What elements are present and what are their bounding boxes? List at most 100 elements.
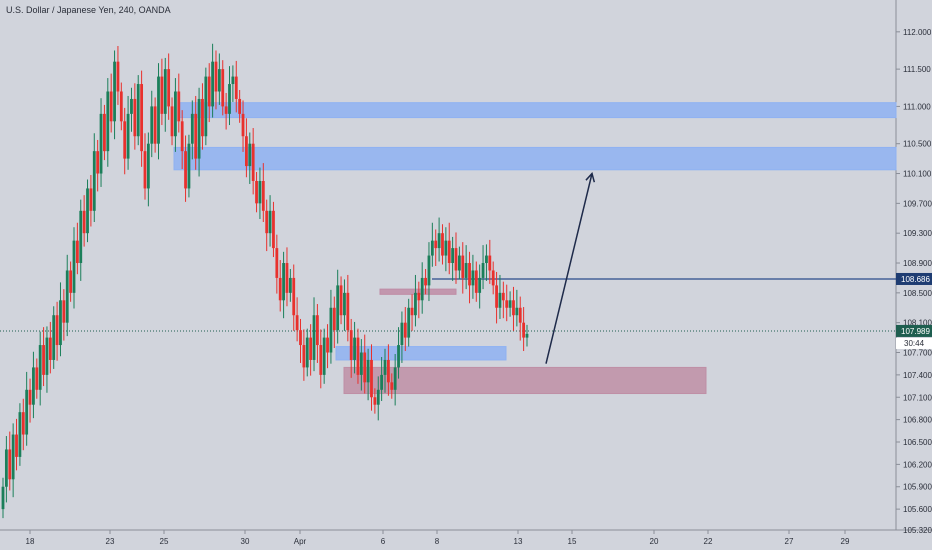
candle-body xyxy=(126,113,130,159)
candle-body xyxy=(295,315,299,331)
candle-body xyxy=(454,248,458,271)
candle-body xyxy=(180,121,184,152)
candle-body xyxy=(481,263,485,278)
candle-body xyxy=(79,210,83,264)
price-label-text: 107.989 xyxy=(901,327,930,336)
candle-body xyxy=(393,367,397,390)
candle-body xyxy=(417,292,421,301)
candle-body xyxy=(258,180,262,204)
candle-body xyxy=(99,113,103,174)
candle-body xyxy=(366,359,370,383)
y-tick-label: 107.700 xyxy=(903,349,932,358)
candle-body xyxy=(163,69,167,114)
x-tick-label: 6 xyxy=(381,537,386,546)
candle-body xyxy=(109,91,113,122)
candle-body xyxy=(11,434,15,480)
candle-body xyxy=(207,76,211,107)
candle-body xyxy=(501,292,505,301)
candle-body xyxy=(167,69,171,107)
candle-body xyxy=(343,292,346,316)
candle-body xyxy=(82,210,86,234)
candle-body xyxy=(292,277,296,316)
candle-body xyxy=(353,337,356,360)
candle-body xyxy=(498,292,502,308)
candle-body xyxy=(75,240,79,264)
candle-body xyxy=(119,91,123,122)
candle-body xyxy=(461,255,465,278)
candle-body xyxy=(231,76,235,85)
candle-body xyxy=(285,263,289,293)
candle-body xyxy=(238,98,242,114)
x-tick-label: 8 xyxy=(435,537,440,546)
candle-body xyxy=(319,345,323,375)
candle-body xyxy=(4,449,8,487)
countdown-box xyxy=(896,337,932,349)
candle-body xyxy=(187,143,191,189)
candle-body xyxy=(471,270,475,286)
candle-body xyxy=(52,315,56,360)
y-tick-label: 109.700 xyxy=(903,199,932,208)
candle-body xyxy=(414,292,417,316)
candle-body xyxy=(322,337,326,375)
price-label-box xyxy=(896,324,932,337)
candle-body xyxy=(272,210,275,249)
candle-body xyxy=(103,113,106,152)
candle-body xyxy=(150,106,154,144)
candle-body xyxy=(312,315,316,360)
candle-body xyxy=(505,300,509,308)
candle-body xyxy=(370,359,373,398)
candle-body xyxy=(204,76,208,137)
candle-body xyxy=(474,270,478,293)
candle-body xyxy=(136,84,140,137)
candle-body xyxy=(32,367,35,405)
candle-body xyxy=(400,322,404,346)
x-tick-label: 29 xyxy=(841,537,850,546)
candle-body xyxy=(380,374,384,390)
candle-body xyxy=(329,307,333,353)
candle-body xyxy=(55,315,59,346)
plot-background xyxy=(0,0,896,530)
candle-body xyxy=(153,106,157,144)
x-tick-label: 13 xyxy=(514,537,523,546)
candle-body xyxy=(211,61,214,107)
candle-body xyxy=(201,98,204,137)
candle-body xyxy=(518,307,522,323)
y-tick-label: 108.100 xyxy=(903,319,932,328)
candle-body xyxy=(457,255,461,271)
candle-body xyxy=(21,412,25,435)
x-tick-label: 25 xyxy=(160,537,169,546)
x-tick-label: 15 xyxy=(568,537,577,546)
candle-body xyxy=(42,345,45,375)
candle-body xyxy=(447,240,451,264)
price-label-box xyxy=(896,272,932,285)
candle-body xyxy=(65,270,69,323)
y-tick-label: 111.500 xyxy=(903,65,931,74)
candle-body xyxy=(62,300,66,323)
candle-body xyxy=(403,322,407,338)
candle-body xyxy=(217,69,221,92)
candle-body xyxy=(221,69,225,107)
candle-body xyxy=(143,151,147,189)
candle-body xyxy=(430,240,434,256)
candle-body xyxy=(130,98,133,114)
candle-body xyxy=(359,352,363,375)
candle-body xyxy=(18,412,22,457)
zone-supply-zone-2 xyxy=(173,146,897,171)
candle-body xyxy=(268,210,272,234)
candle-body xyxy=(177,91,181,122)
candle-body xyxy=(1,486,5,510)
candle-body xyxy=(373,397,377,405)
candle-body xyxy=(444,240,448,256)
price-label-text: 108.686 xyxy=(901,275,930,284)
y-tick-label: 107.100 xyxy=(903,393,932,402)
zone-supply-zone-1 xyxy=(177,102,897,119)
candle-body xyxy=(407,307,411,338)
x-tick-label: 18 xyxy=(26,537,35,546)
candle-body xyxy=(495,285,498,308)
projection-arrow-head xyxy=(585,172,596,183)
candle-body xyxy=(424,277,427,286)
candle-body xyxy=(72,240,76,293)
candle-body xyxy=(106,91,110,152)
candle-body xyxy=(35,367,39,390)
